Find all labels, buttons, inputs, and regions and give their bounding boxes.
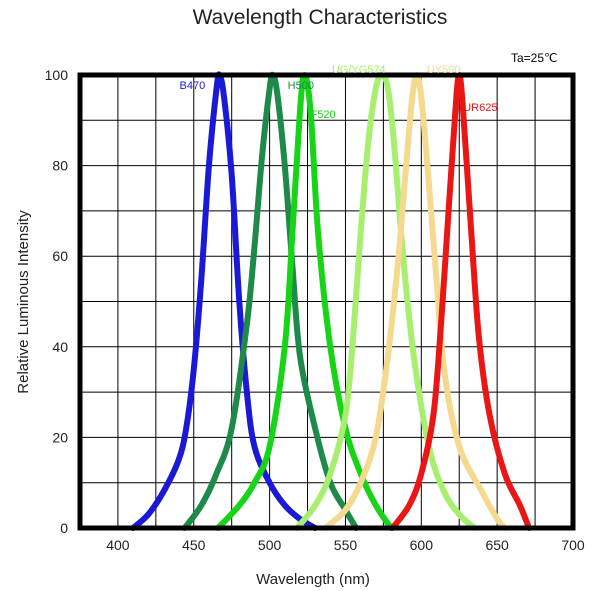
series-label-ug-yg574: UG/YG574 bbox=[332, 64, 386, 76]
y-axis-label: Relative Luminous Intensity bbox=[15, 210, 32, 394]
series-labels: B470 H500 F520 UG/YG574 UY590 UR625 bbox=[180, 64, 498, 121]
x-tick-label: 700 bbox=[561, 537, 585, 553]
y-tick-label: 0 bbox=[60, 520, 68, 536]
y-tick-label: 20 bbox=[52, 429, 68, 445]
series-label-h500: H500 bbox=[288, 80, 314, 92]
tick-labels: 400 450 500 550 600 650 700 0 20 40 60 80 100 bbox=[45, 67, 585, 553]
y-tick-label: 100 bbox=[45, 67, 69, 83]
series-label-ur625: UR625 bbox=[463, 102, 497, 114]
series-label-b470: B470 bbox=[180, 80, 206, 92]
x-tick-label: 500 bbox=[258, 537, 282, 553]
chart-title: Wavelength Characteristics bbox=[193, 6, 448, 29]
temperature-annotation: Ta=25℃ bbox=[511, 51, 558, 65]
x-tick-label: 550 bbox=[334, 537, 358, 553]
y-tick-label: 80 bbox=[52, 158, 68, 174]
x-tick-label: 400 bbox=[106, 537, 130, 553]
y-tick-label: 40 bbox=[52, 339, 68, 355]
series-label-uy590: UY590 bbox=[427, 64, 461, 76]
x-tick-label: 450 bbox=[182, 537, 206, 553]
y-tick-label: 60 bbox=[52, 248, 68, 264]
plot-frame bbox=[77, 72, 576, 531]
x-axis-label: Wavelength (nm) bbox=[256, 571, 370, 588]
series-label-f520: F520 bbox=[311, 109, 336, 121]
x-tick-label: 650 bbox=[485, 537, 509, 553]
x-tick-label: 600 bbox=[410, 537, 434, 553]
